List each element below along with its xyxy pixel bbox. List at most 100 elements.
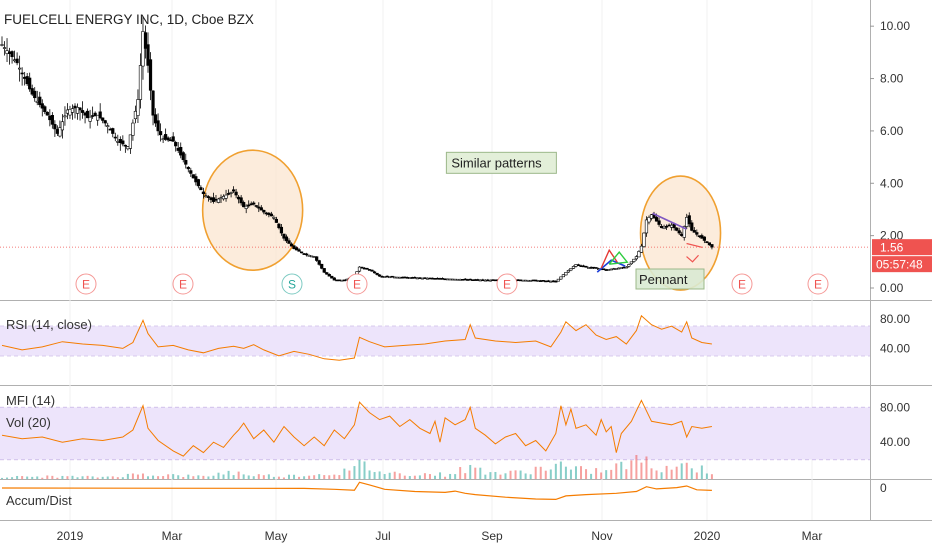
- candle: [85, 108, 90, 119]
- candle: [690, 220, 694, 232]
- accum-dist-title[interactable]: Accum/Dist: [6, 493, 72, 508]
- price-tick-label: 10.00: [880, 19, 910, 33]
- volume-bar: [31, 476, 34, 479]
- candle: [491, 279, 495, 281]
- candle: [551, 280, 555, 283]
- candle: [388, 276, 392, 279]
- volume-bar: [172, 474, 175, 479]
- candle: [75, 103, 80, 120]
- volume-bar: [162, 476, 165, 479]
- candle: [675, 227, 679, 232]
- candle: [435, 277, 440, 280]
- candle: [93, 111, 97, 117]
- candle: [252, 201, 256, 206]
- candle: [521, 279, 525, 282]
- volume-bar: [388, 472, 391, 479]
- pennant-drawing[interactable]: [596, 212, 703, 273]
- candle: [63, 106, 67, 126]
- price-series: [0, 16, 714, 283]
- volume-bar: [21, 476, 24, 479]
- volume-bar: [489, 472, 492, 479]
- candle: [627, 263, 631, 268]
- volume-bar: [705, 473, 708, 479]
- volume-bar: [318, 474, 321, 479]
- price-axis[interactable]: 10.00 8.00 6.00 4.00 2.00 0.00 80.00 40.00 80.00…: [870, 19, 910, 495]
- volume-bar: [277, 476, 280, 479]
- earnings-marker: E: [807, 273, 829, 295]
- candle: [191, 174, 195, 179]
- volume-bar: [303, 476, 306, 479]
- candle: [594, 267, 598, 269]
- candle: [702, 236, 706, 244]
- candle: [15, 52, 19, 66]
- candle: [0, 36, 4, 47]
- volume-bar: [212, 475, 215, 479]
- candle: [171, 132, 175, 142]
- candle: [176, 142, 180, 154]
- volume-bar: [197, 475, 200, 479]
- candle: [415, 277, 419, 280]
- candle: [305, 252, 309, 257]
- price-tick-label: 0.00: [880, 281, 904, 295]
- vol-title[interactable]: Vol (20): [6, 415, 51, 430]
- volume-bar: [524, 473, 527, 479]
- candle: [23, 71, 27, 86]
- volume-bar: [418, 475, 421, 479]
- candle: [483, 279, 487, 282]
- similar-patterns-callout[interactable]: Similar patterns: [445, 151, 557, 174]
- candle: [632, 258, 636, 264]
- candle: [141, 16, 145, 80]
- earnings-marker: E: [496, 273, 518, 295]
- svg-text:E: E: [814, 278, 822, 292]
- mfi-title[interactable]: MFI (14): [6, 393, 55, 408]
- volume-bars: [1, 455, 713, 479]
- volume-bar: [428, 474, 431, 479]
- candle: [609, 268, 613, 271]
- volume-bar: [464, 473, 467, 479]
- pennant-box[interactable]: [635, 268, 705, 290]
- candle: [58, 120, 62, 138]
- candle: [637, 250, 641, 258]
- candle: [576, 263, 581, 267]
- candle: [330, 275, 334, 279]
- time-axis[interactable]: 2019 Mar May Jul Sep Nov 2020 Mar: [57, 529, 823, 543]
- volume-bar: [469, 464, 472, 479]
- candle: [254, 205, 258, 208]
- candle: [101, 117, 105, 124]
- volume-bar: [398, 473, 401, 479]
- candle: [28, 72, 32, 92]
- candle: [88, 109, 92, 129]
- candle: [486, 278, 490, 282]
- candle: [7, 47, 12, 65]
- candle: [2, 41, 7, 56]
- callout-text: Similar patterns: [451, 155, 542, 170]
- pennant-label-group[interactable]: Pennant: [635, 268, 705, 290]
- candle: [234, 188, 238, 199]
- candle: [707, 242, 712, 246]
- candle: [451, 278, 455, 281]
- volume-bar: [298, 476, 301, 479]
- callout-box[interactable]: [445, 151, 557, 174]
- candle: [687, 212, 691, 228]
- candle: [456, 278, 460, 281]
- candle: [423, 277, 427, 279]
- candle: [70, 104, 75, 120]
- candle: [624, 266, 628, 269]
- volume-bar: [76, 477, 79, 479]
- candle: [433, 278, 437, 280]
- rsi-title[interactable]: RSI (14, close): [6, 317, 92, 332]
- volume-bar: [655, 470, 658, 479]
- candle: [189, 167, 193, 177]
- candle: [322, 268, 326, 274]
- candle: [332, 277, 336, 281]
- volume-bar: [670, 469, 673, 479]
- candle: [488, 279, 492, 282]
- pattern-ellipse-left[interactable]: [201, 149, 304, 272]
- volume-bar: [272, 476, 275, 479]
- volume-bar: [141, 473, 144, 479]
- candle: [45, 111, 49, 116]
- volume-bar: [257, 474, 260, 479]
- candle: [559, 276, 563, 280]
- candle: [325, 271, 329, 275]
